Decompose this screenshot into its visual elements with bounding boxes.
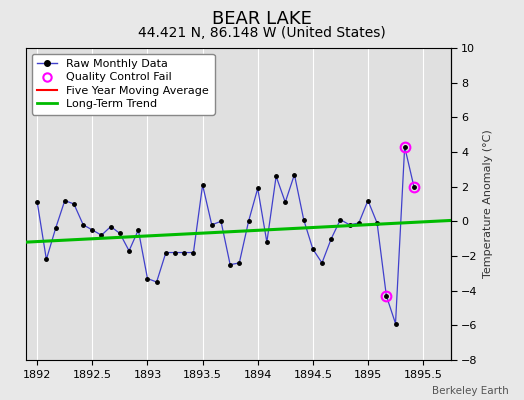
Text: 44.421 N, 86.148 W (United States): 44.421 N, 86.148 W (United States): [138, 26, 386, 40]
Text: Berkeley Earth: Berkeley Earth: [432, 386, 508, 396]
Text: BEAR LAKE: BEAR LAKE: [212, 10, 312, 28]
Y-axis label: Temperature Anomaly (°C): Temperature Anomaly (°C): [483, 130, 493, 278]
Legend: Raw Monthly Data, Quality Control Fail, Five Year Moving Average, Long-Term Tren: Raw Monthly Data, Quality Control Fail, …: [32, 54, 214, 115]
